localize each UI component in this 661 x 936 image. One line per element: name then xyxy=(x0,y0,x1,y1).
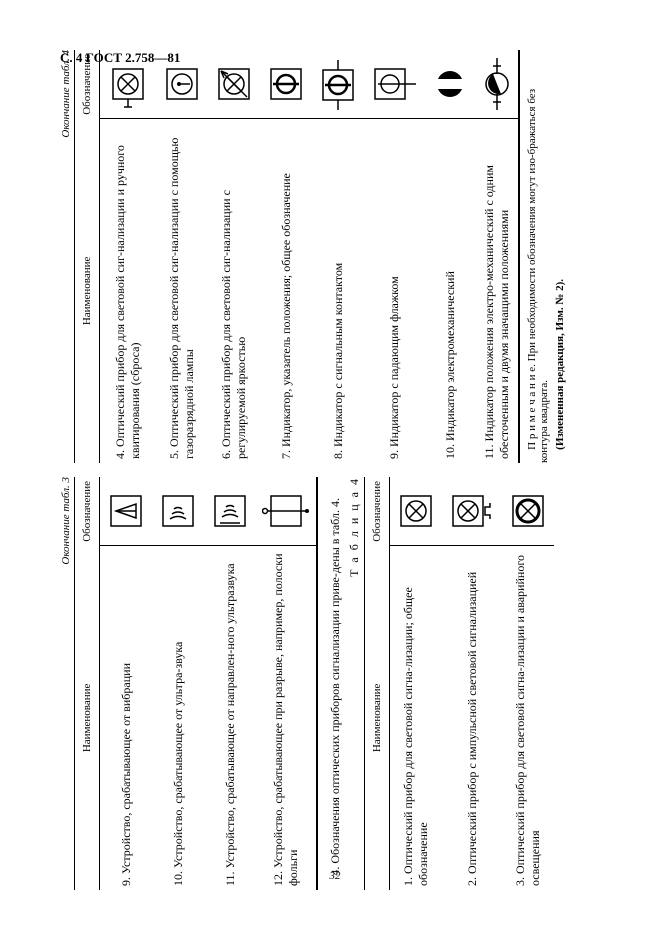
sym-lamp-emerg-icon xyxy=(508,491,548,531)
row-num: 2. xyxy=(465,877,479,886)
row-symbol xyxy=(364,50,424,119)
table-row: 12. Устройство, срабатывающее при разрыв… xyxy=(256,477,317,890)
col-sym-header: Обозначение xyxy=(75,477,100,546)
table-row: 4. Оптический прибор для световой сиг-на… xyxy=(100,50,157,463)
sym-foil-icon xyxy=(262,491,310,531)
col-sym-header: Обозначение xyxy=(365,477,390,546)
row-num: 1. xyxy=(401,877,415,886)
sym-vibration-icon xyxy=(106,491,146,531)
row-symbol xyxy=(260,50,312,119)
table-row: 10. Устройство, срабатывающее от ультра-… xyxy=(152,477,204,890)
row-symbol xyxy=(208,50,260,119)
row-symbol xyxy=(100,50,157,119)
col-name-header: Наименование xyxy=(75,119,100,463)
table4-end: Наименование Обозначение 4. Оптический п… xyxy=(74,50,520,463)
right-column: Окончание табл. 4 Наименование Обозначен… xyxy=(60,50,610,463)
sym-ultra-icon xyxy=(158,491,198,531)
row-text: Оптический прибор для световой сиг-нализ… xyxy=(167,138,196,459)
row-symbol xyxy=(424,50,476,119)
table-row: 11. Индикатор положения электро-механиче… xyxy=(476,50,519,463)
row-num: 12. xyxy=(271,871,285,886)
row-text: Устройство, срабатывающее при разрыве, н… xyxy=(271,554,300,887)
row-text: Индикатор с падающим флажком xyxy=(387,276,401,447)
sym-ind-phi-icon xyxy=(266,64,306,104)
sym-ind-contact-icon xyxy=(318,58,358,110)
table4-continuation-label: Окончание табл. 4 xyxy=(60,50,72,463)
table3-continuation-label: Окончание табл. 3 xyxy=(60,477,72,890)
row-text: Устройство, срабатывающее от вибрации xyxy=(119,663,133,874)
rotated-body: Окончание табл. 3 Наименование Обозначен… xyxy=(60,50,610,890)
sym-ultra-dir-icon xyxy=(210,491,250,531)
table-row: 11. Устройство, срабатывающее от направл… xyxy=(204,477,256,890)
table-row: 3. Оптический прибор для световой сигна-… xyxy=(502,477,554,890)
table-row: 8. Индикатор с сигнальным контактом xyxy=(312,50,364,463)
row-num: 9. xyxy=(387,450,401,459)
row-symbol xyxy=(100,477,153,546)
row-num: 11. xyxy=(482,444,496,459)
row-symbol xyxy=(156,50,208,119)
row-num: 11. xyxy=(223,871,237,886)
table-row: 9. Индикатор с падающим флажком xyxy=(364,50,424,463)
table-row: 6. Оптический прибор для световой сиг-на… xyxy=(208,50,260,463)
row-num: 4. xyxy=(113,450,127,459)
row-text: Индикатор положения электро-механический… xyxy=(482,165,511,459)
row-symbol xyxy=(152,477,204,546)
row-num: 10. xyxy=(171,871,185,886)
row-symbol xyxy=(476,50,519,119)
row-symbol xyxy=(256,477,317,546)
row-symbol xyxy=(204,477,256,546)
row-num: 7. xyxy=(279,450,293,459)
section4-caption: 4. Обозначения оптических приборов сигна… xyxy=(328,477,343,890)
sym-lamp-ack-icon xyxy=(106,59,150,109)
row-num: 6. xyxy=(219,450,233,459)
note-text: П р и м е ч а н и е. При необходимости о… xyxy=(526,50,550,463)
table4-label: Т а б л и ц а 4 xyxy=(347,477,362,890)
page-number: 32 xyxy=(330,870,341,882)
row-text: Индикатор с сигнальным контактом xyxy=(331,263,345,447)
col-name-header: Наименование xyxy=(75,546,100,890)
left-column: Окончание табл. 3 Наименование Обозначен… xyxy=(60,477,610,890)
row-num: 3. xyxy=(513,877,527,886)
row-text: Индикатор электромеханический xyxy=(443,271,457,441)
sym-gas-icon xyxy=(162,64,202,104)
row-text: Оптический прибор для световой сигна-лиз… xyxy=(513,555,542,886)
sym-dim-icon xyxy=(214,64,254,104)
sym-lamp-icon xyxy=(396,491,436,531)
table-row: 1. Оптический прибор для световой сигна-… xyxy=(390,477,443,890)
row-text: Оптический прибор с импульсной световой … xyxy=(465,572,479,874)
row-text: Устройство, срабатывающее от направлен-н… xyxy=(223,563,237,868)
table-row: 10. Индикатор электромеханический xyxy=(424,50,476,463)
row-num: 9. xyxy=(119,877,133,886)
row-text: Оптический прибор для световой сигна-лиз… xyxy=(401,587,430,886)
amendment-text: (Измененная редакция, Изм. № 2). xyxy=(554,50,566,463)
row-num: 5. xyxy=(167,450,181,459)
col-sym-header: Обозначение xyxy=(75,50,100,119)
row-symbol xyxy=(312,50,364,119)
row-symbol xyxy=(442,477,502,546)
sym-em-2pos-icon xyxy=(482,56,512,112)
sym-flag-icon xyxy=(370,64,418,104)
table-row: 9. Устройство, срабатывающее от вибрации xyxy=(100,477,153,890)
row-num: 8. xyxy=(331,450,345,459)
row-text: Индикатор, указатель положения; общее об… xyxy=(279,173,293,447)
row-text: Оптический прибор для световой сиг-нализ… xyxy=(113,145,142,459)
row-text: Устройство, срабатывающее от ультра-звук… xyxy=(171,642,185,868)
row-num: 10. xyxy=(443,444,457,459)
sym-em-icon xyxy=(430,64,470,104)
row-symbol xyxy=(390,477,443,546)
table3-end: Наименование Обозначение 9. Устройство, … xyxy=(74,477,318,890)
table-row: 7. Индикатор, указатель положения; общее… xyxy=(260,50,312,463)
table4-start: Наименование Обозначение 1. Оптический п… xyxy=(364,477,554,890)
row-symbol xyxy=(502,477,554,546)
col-name-header: Наименование xyxy=(365,546,390,890)
row-text: Оптический прибор для световой сиг-нализ… xyxy=(219,190,248,459)
sym-lamp-pulse-icon xyxy=(448,491,496,531)
table-row: 2. Оптический прибор с импульсной светов… xyxy=(442,477,502,890)
table-row: 5. Оптический прибор для световой сиг-на… xyxy=(156,50,208,463)
